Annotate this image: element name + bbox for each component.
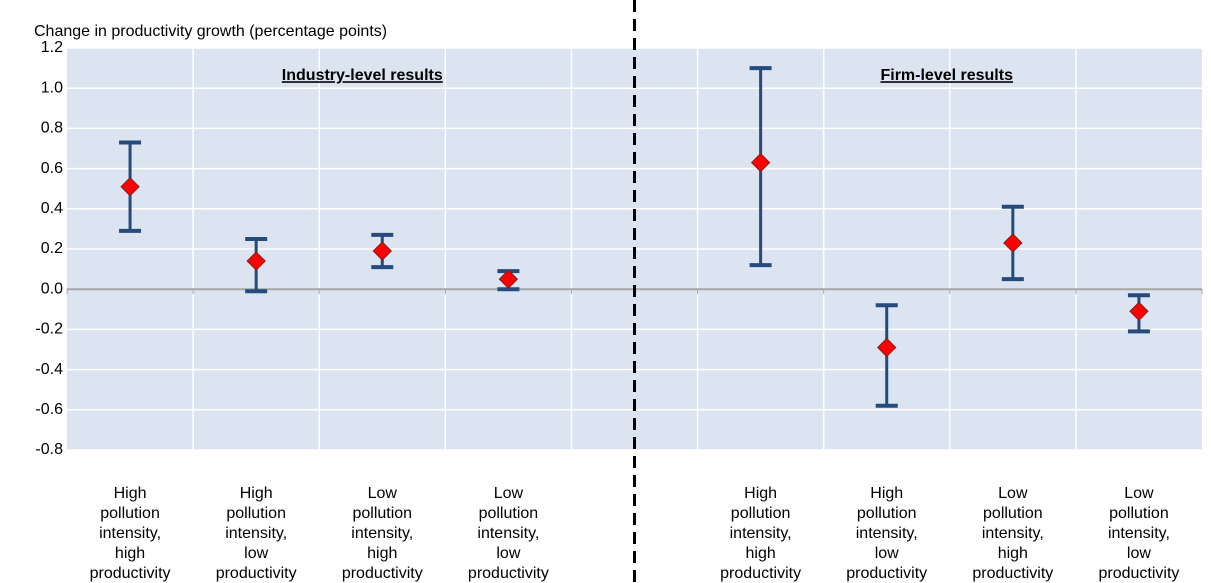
y-tick-label: 0.8	[41, 120, 63, 137]
x-tick-label: High pollution intensity, high productivity	[720, 485, 801, 582]
x-tick-label: High pollution intensity, low productivity	[216, 485, 297, 582]
x-tick-label: Low pollution intensity, low productivity	[468, 485, 549, 582]
marker	[372, 241, 392, 261]
marker	[1003, 233, 1023, 253]
marker	[120, 176, 140, 197]
y-tick-label: -0.2	[35, 321, 63, 338]
chart-title: Change in productivity growth (percentag…	[34, 23, 387, 40]
y-tick-label: 0.6	[41, 160, 63, 177]
y-tick-label: -0.4	[35, 361, 63, 378]
marker	[246, 251, 266, 271]
x-tick-label: Low pollution intensity, low productivity	[1098, 485, 1179, 582]
marker	[750, 152, 771, 173]
y-tick-label: 0.2	[41, 240, 63, 257]
annotation: Firm-level results	[880, 67, 1013, 84]
y-tick-label: -0.8	[35, 441, 63, 458]
x-tick-label: High pollution intensity, low productivity	[846, 485, 927, 582]
marker	[877, 337, 897, 358]
x-tick-label: Low pollution intensity, high productivity	[342, 485, 423, 582]
y-tick-label: -0.6	[35, 401, 63, 418]
y-tick-label: 0.0	[41, 280, 63, 297]
y-tick-label: 0.4	[41, 200, 63, 217]
y-tick-label: 1.0	[41, 79, 63, 96]
y-tick-label: 1.2	[41, 39, 63, 56]
x-tick-label: Low pollution intensity, high productivity	[972, 485, 1053, 582]
marker	[1129, 301, 1149, 322]
x-tick-label: High pollution intensity, high productivity	[90, 485, 171, 582]
marker	[498, 269, 519, 289]
annotation: Industry-level results	[282, 67, 443, 84]
